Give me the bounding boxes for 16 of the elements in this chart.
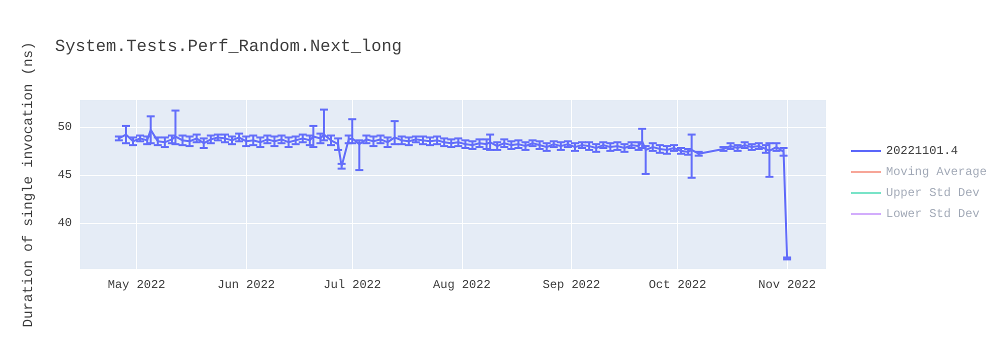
y-tick-label: 45 <box>58 168 72 182</box>
x-tick-label: May 2022 <box>108 278 166 292</box>
y-tick-label: 50 <box>58 120 72 134</box>
x-tick-label: Aug 2022 <box>433 278 491 292</box>
x-tick-label: Sep 2022 <box>542 278 600 292</box>
legend-label: Moving Average <box>886 165 987 179</box>
x-tick-label: Oct 2022 <box>648 278 706 292</box>
legend-label: Lower Std Dev <box>886 207 980 221</box>
chart-title: System.Tests.Perf_Random.Next_long <box>55 38 402 57</box>
legend-label: 20221101.4 <box>886 144 958 158</box>
y-axis-title: Duration of single invocation (ns) <box>21 42 37 328</box>
x-tick-label: Jul 2022 <box>323 278 382 292</box>
y-tick-label: 40 <box>58 216 72 230</box>
x-tick-label: Nov 2022 <box>758 278 816 292</box>
legend-label: Upper Std Dev <box>886 186 980 200</box>
x-tick-label: Jun 2022 <box>217 278 275 292</box>
